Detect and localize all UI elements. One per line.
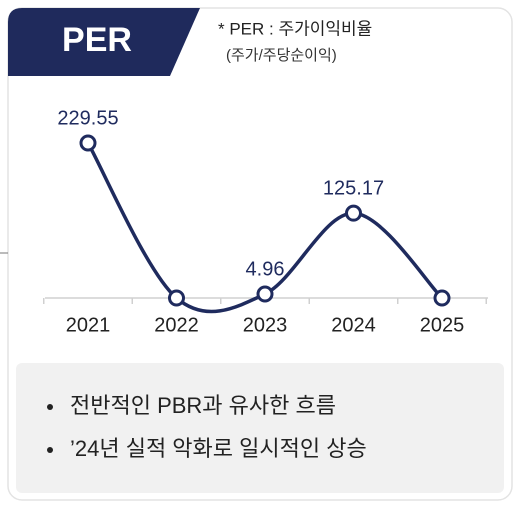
point <box>345 204 362 222</box>
bullet <box>47 447 53 453</box>
notes-box <box>16 363 504 493</box>
note: (주가/주당순이익) <box>226 47 337 64</box>
point <box>256 285 274 303</box>
data-label: 229.55 <box>57 107 118 129</box>
x-tick-label: 2024 <box>331 314 376 336</box>
title-tab <box>8 8 200 76</box>
title: PER <box>62 21 132 59</box>
notes: 전반적인 PBR과 유사한 흐름 ’24년 실적 악화로 일시적인 상승 <box>47 393 367 461</box>
point <box>168 289 185 307</box>
x-tick-label: 2022 <box>154 314 199 336</box>
note-text: ’24년 실적 악화로 일시적인 상승 <box>70 436 367 461</box>
point <box>433 289 451 307</box>
note-text: 전반적인 PBR과 유사한 흐름 <box>70 393 336 418</box>
note: * PER : 주가이익비율 <box>218 19 372 38</box>
bullet <box>47 404 53 410</box>
data-label: 4.96 <box>246 258 285 280</box>
x-tick-label: 2025 <box>420 314 465 336</box>
point <box>79 134 97 152</box>
x-tick-label: 2021 <box>66 314 111 336</box>
plot: 229.55 2021 2022 4.96 2023 125.17 2024 2025 <box>43 107 488 336</box>
data-label: 125.17 <box>323 177 384 199</box>
x-tick-label: 2023 <box>243 314 288 336</box>
